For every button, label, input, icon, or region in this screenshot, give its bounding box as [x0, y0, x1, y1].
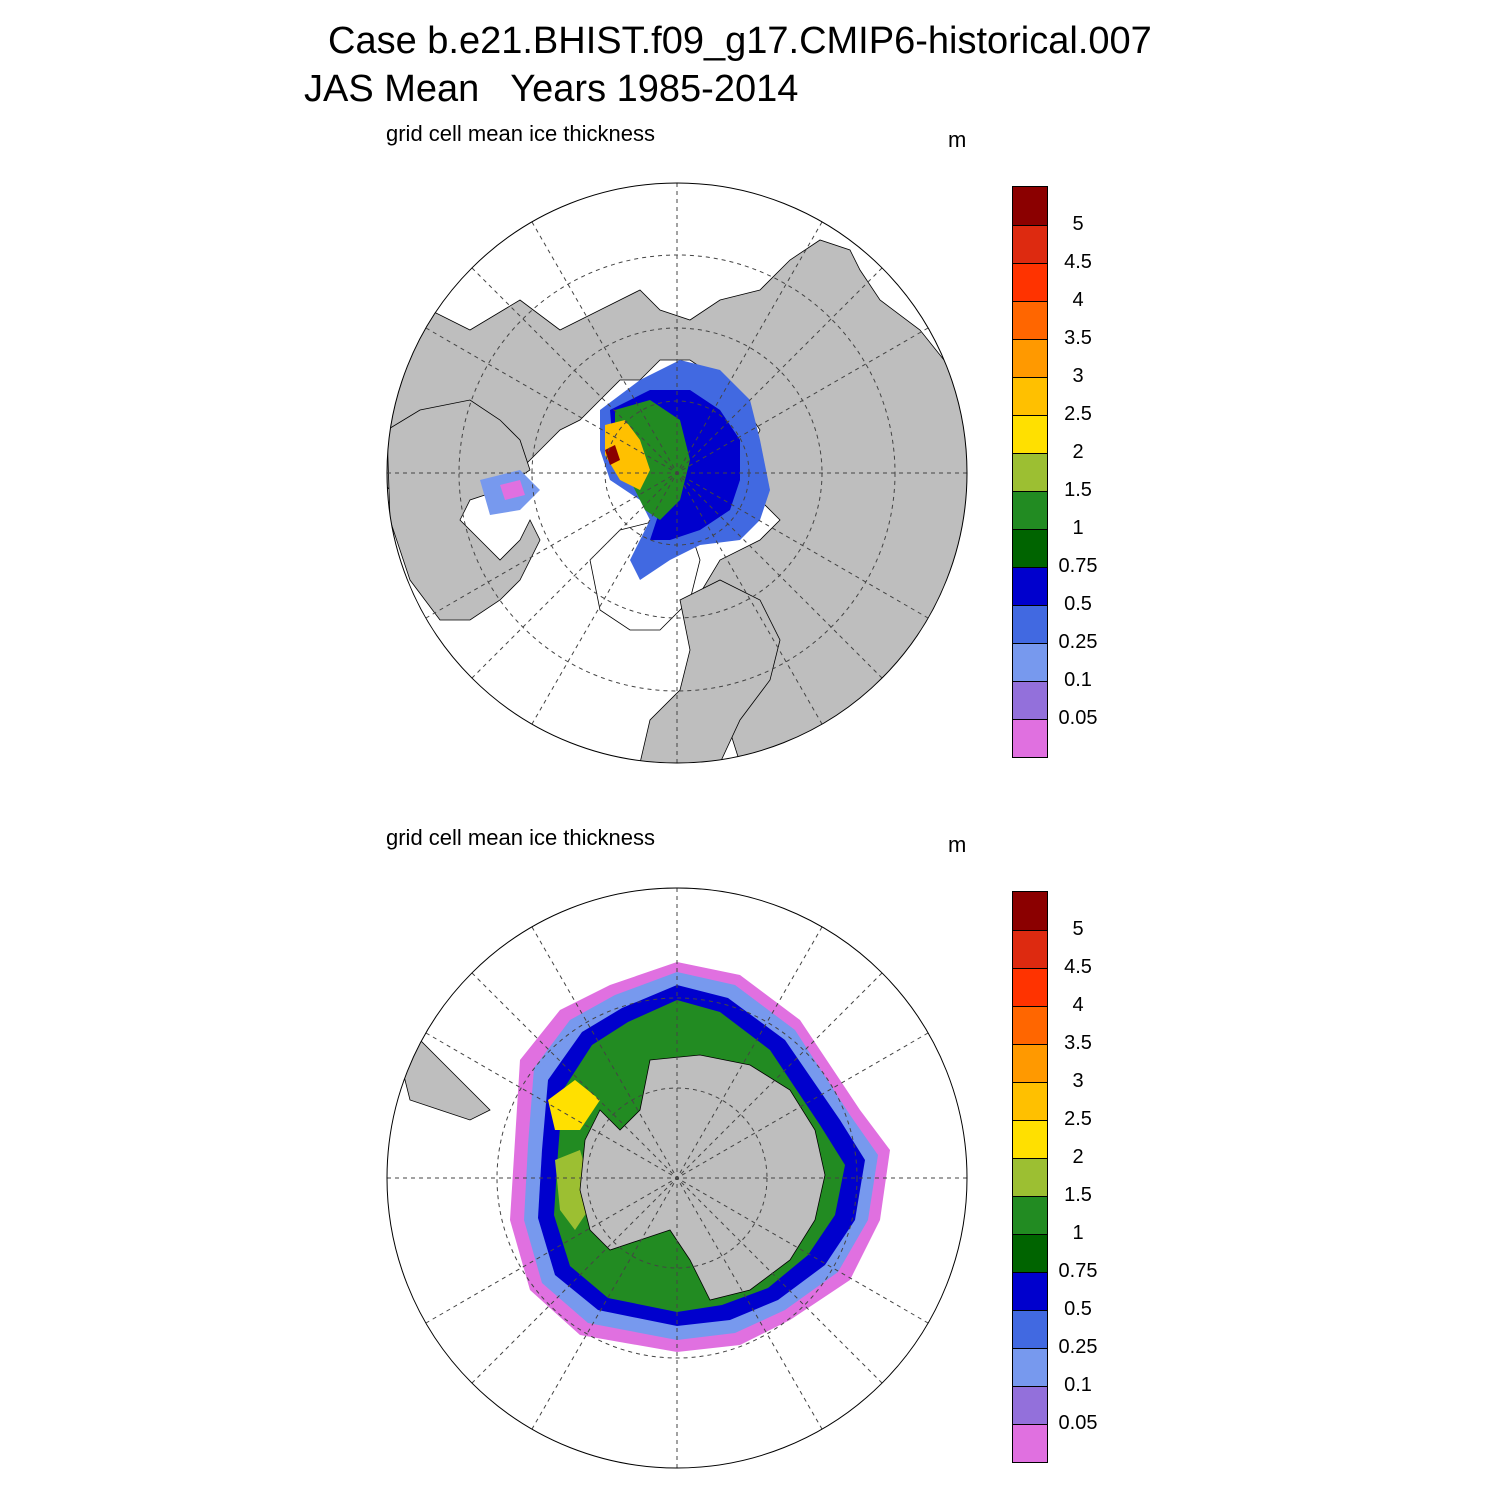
sh-colorbar-label: 2.5 [1064, 1108, 1092, 1130]
nh-colorbar-label: 3.5 [1064, 327, 1092, 349]
nh-colorbar-label: 5 [1072, 213, 1084, 235]
sh-panel-units: m [948, 832, 967, 857]
sh-colorbar-swatch [1013, 1006, 1047, 1044]
sh-colorbar-swatch [1013, 1196, 1047, 1234]
sh-colorbar [1012, 891, 1048, 1463]
sh-colorbar-label: 1.5 [1064, 1184, 1092, 1206]
nh-panel-units: m [948, 127, 967, 152]
nh-colorbar-label: 0.1 [1064, 669, 1092, 691]
nh-map-border [386, 182, 968, 764]
sh-colorbar-label: 5 [1072, 918, 1084, 940]
sh-colorbar-label: 3 [1072, 1070, 1084, 1092]
nh-colorbar-swatch [1013, 339, 1047, 377]
nh-ice-green [615, 400, 690, 520]
nh-colorbar-swatch [1013, 263, 1047, 301]
sh-colorbar-swatch [1013, 1310, 1047, 1348]
nh-colorbar-swatch [1013, 529, 1047, 567]
nh-colorbar-swatch [1013, 719, 1047, 757]
nh-colorbar-label: 0.25 [1058, 631, 1098, 653]
sh-colorbar-swatch [1013, 1348, 1047, 1386]
nh-colorbar-swatch [1013, 301, 1047, 339]
sh-colorbar-label: 1 [1072, 1222, 1084, 1244]
nh-colorbar-swatch [1013, 187, 1047, 225]
sh-colorbar-label: 0.05 [1058, 1412, 1098, 1434]
nh-colorbar-swatch [1013, 225, 1047, 263]
sh-colorbar-swatch [1013, 1158, 1047, 1196]
sh-colorbar-swatch [1013, 930, 1047, 968]
sh-ice-yellow [548, 1080, 600, 1130]
sh-colorbar-swatch [1013, 1386, 1047, 1424]
nh-colorbar-swatch [1013, 605, 1047, 643]
figure-title-period: JAS Mean Years 1985-2014 [304, 68, 799, 110]
sh-land-south-america [399, 1039, 491, 1121]
nh-map [387, 183, 967, 763]
nh-colorbar-swatch [1013, 453, 1047, 491]
nh-colorbar-swatch [1013, 491, 1047, 529]
nh-colorbar-label: 0.05 [1058, 707, 1098, 729]
nh-colorbar-label: 0.75 [1058, 555, 1098, 577]
sh-colorbar-swatch [1013, 1082, 1047, 1120]
sh-colorbar-label: 0.5 [1064, 1298, 1092, 1320]
sh-colorbar-swatch [1013, 968, 1047, 1006]
nh-colorbar-swatch [1013, 681, 1047, 719]
nh-colorbar-label: 4 [1072, 289, 1084, 311]
sh-panel-subtitle: grid cell mean ice thickness [386, 825, 656, 850]
sh-colorbar-swatch [1013, 1120, 1047, 1158]
sh-colorbar-swatch [1013, 1424, 1047, 1462]
sh-colorbar-label: 4 [1072, 994, 1084, 1016]
sh-colorbar-label: 0.25 [1058, 1336, 1098, 1358]
sh-map [387, 888, 967, 1468]
nh-colorbar-label: 4.5 [1064, 251, 1092, 273]
sh-colorbar-swatch [1013, 1044, 1047, 1082]
nh-colorbar-swatch [1013, 377, 1047, 415]
nh-colorbar [1012, 186, 1048, 758]
nh-colorbar-label: 0.5 [1064, 593, 1092, 615]
nh-colorbar-label: 1.5 [1064, 479, 1092, 501]
nh-panel-subtitle: grid cell mean ice thickness [386, 121, 656, 146]
sh-colorbar-label: 3.5 [1064, 1032, 1092, 1054]
nh-land-north-america [387, 399, 541, 621]
sh-colorbar-swatch [1013, 892, 1047, 930]
nh-colorbar-swatch [1013, 643, 1047, 681]
nh-colorbar-label: 2 [1072, 441, 1084, 463]
sh-map-border [386, 887, 968, 1469]
sh-colorbar-swatch [1013, 1234, 1047, 1272]
sh-colorbar-label: 0.75 [1058, 1260, 1098, 1282]
nh-colorbar-label: 2.5 [1064, 403, 1092, 425]
nh-ice-hudson-edge [500, 480, 525, 500]
figure-title-case: Case b.e21.BHIST.f09_g17.CMIP6-historica… [328, 20, 1152, 62]
nh-colorbar-label: 3 [1072, 365, 1084, 387]
nh-colorbar-label: 1 [1072, 517, 1084, 539]
sh-colorbar-label: 4.5 [1064, 956, 1092, 978]
sh-colorbar-label: 2 [1072, 1146, 1084, 1168]
sh-colorbar-swatch [1013, 1272, 1047, 1310]
sh-colorbar-label: 0.1 [1064, 1374, 1092, 1396]
nh-colorbar-swatch [1013, 415, 1047, 453]
nh-colorbar-swatch [1013, 567, 1047, 605]
